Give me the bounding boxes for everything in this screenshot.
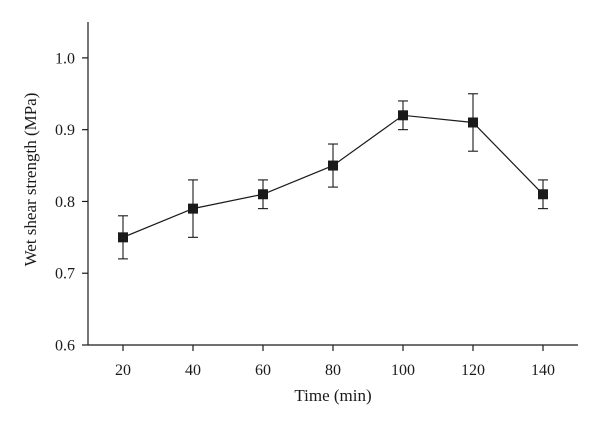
- x-axis-title: Time (min): [294, 386, 371, 405]
- data-point-marker: [258, 189, 268, 200]
- x-tick-label: 80: [325, 362, 341, 379]
- y-tick-label: 0.7: [55, 266, 75, 283]
- y-axis-title: Wet shear strength (MPa): [21, 93, 40, 267]
- y-tick-label: 1.0: [55, 50, 75, 67]
- x-tick-label: 60: [255, 362, 271, 379]
- y-tick-label: 0.9: [55, 122, 75, 139]
- x-tick-label: 140: [531, 362, 555, 379]
- x-tick-label: 100: [391, 362, 415, 379]
- x-axis-ticks: 20 40 60 80 100 120 140: [115, 345, 555, 379]
- data-point-marker: [188, 203, 198, 214]
- error-bars: [118, 93, 548, 260]
- y-tick-label: 0.8: [55, 194, 75, 211]
- data-point-marker: [328, 160, 338, 171]
- y-axis-ticks: 0.6 0.7 0.8 0.9 1.0: [55, 50, 88, 355]
- x-tick-label: 40: [185, 362, 201, 379]
- x-tick-label: 20: [115, 362, 131, 379]
- data-point-marker: [538, 189, 548, 200]
- data-point-marker: [398, 110, 408, 121]
- y-tick-label: 0.6: [55, 338, 75, 355]
- data-point-marker: [468, 117, 478, 128]
- data-point-marker: [118, 232, 128, 243]
- data-markers: [118, 110, 548, 243]
- x-tick-label: 120: [461, 362, 485, 379]
